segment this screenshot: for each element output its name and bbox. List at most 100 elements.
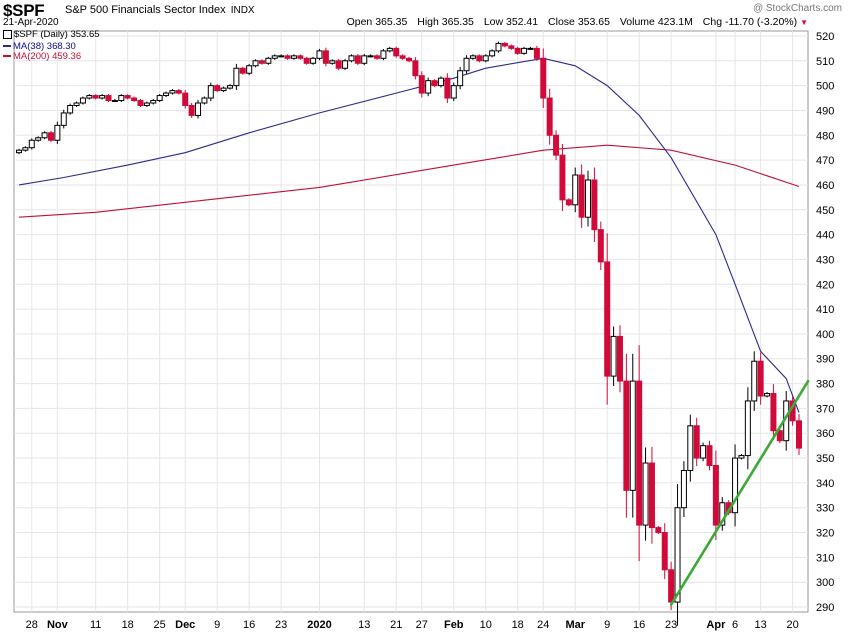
candle-body <box>406 57 412 62</box>
candle-body <box>233 67 240 87</box>
candle-body <box>482 55 489 62</box>
candle-body <box>687 425 694 471</box>
high-value: 365.35 <box>441 16 474 28</box>
candle-body <box>367 55 374 58</box>
candle-body <box>623 380 630 491</box>
candle-body <box>776 430 783 442</box>
candle-body <box>744 400 751 457</box>
candle-body <box>700 445 707 459</box>
candle-body <box>169 90 176 94</box>
x-tick-label: 28 <box>26 619 38 631</box>
x-tick-label: 13 <box>755 619 767 631</box>
candle-body <box>118 95 125 102</box>
y-tick-label: 320 <box>816 528 834 540</box>
y-tick-label: 360 <box>816 428 834 440</box>
candle-body <box>572 174 579 206</box>
candle-body <box>495 42 502 52</box>
legend-price-label: $SPF (Daily) 353.65 <box>14 29 100 40</box>
legend-ma200-swatch <box>3 55 11 58</box>
watermark: @ StockCharts.com <box>752 3 842 14</box>
candle-body <box>585 179 592 218</box>
y-tick-label: 470 <box>816 155 834 167</box>
candle-body <box>137 100 144 106</box>
ma200-path <box>18 144 800 218</box>
candle-body <box>214 85 221 92</box>
y-tick-label: 440 <box>816 230 834 242</box>
x-tick-label: 9 <box>214 619 220 631</box>
candle-body <box>150 100 157 104</box>
y-tick-label: 390 <box>816 354 834 366</box>
x-tick-label: 6 <box>732 619 738 631</box>
candle-body <box>591 179 598 231</box>
y-tick-label: 490 <box>816 105 834 117</box>
candle-body <box>444 77 451 99</box>
candle-body <box>73 102 80 106</box>
trendline-path <box>669 379 810 606</box>
candle-body <box>668 569 675 603</box>
candle-body <box>252 60 259 67</box>
x-tick-label: 13 <box>358 619 370 631</box>
candle-body <box>399 55 406 59</box>
legend-price: $SPF (Daily) 353.65 <box>3 29 100 40</box>
candle-body <box>540 57 547 99</box>
candle-body <box>629 380 636 491</box>
x-tick-label: 25 <box>154 619 166 631</box>
candle-body <box>67 104 74 114</box>
candle-body <box>661 532 668 571</box>
candle-body <box>412 60 419 77</box>
x-tick-label: Dec <box>175 619 195 631</box>
candle-body <box>297 55 304 59</box>
candle-body <box>597 229 604 263</box>
x-tick-label: 18 <box>512 619 524 631</box>
legend-ma38-label: MA(38) 368.30 <box>13 41 76 52</box>
close-label: Close <box>548 16 575 28</box>
candle-body <box>111 100 118 103</box>
candle-body <box>265 57 272 64</box>
candle-body <box>796 420 802 449</box>
y-tick-label: 430 <box>816 254 834 266</box>
x-tick-label: 27 <box>416 619 428 631</box>
legend-ma200: MA(200) 459.36 <box>3 51 81 62</box>
candle-body <box>226 85 233 89</box>
candle-body <box>105 95 112 102</box>
candle-body <box>680 469 687 509</box>
candle-body <box>195 102 202 116</box>
candle-body <box>258 60 265 64</box>
candle-body <box>501 42 508 47</box>
x-tick-label: Apr <box>706 619 726 631</box>
candle-body <box>239 67 246 74</box>
y-tick-label: 460 <box>816 180 834 192</box>
candle-body <box>476 55 483 62</box>
candle-body <box>175 90 182 94</box>
candle-body <box>246 65 253 74</box>
down-arrow-icon: ▼ <box>800 18 808 27</box>
candle-body <box>437 77 444 87</box>
candle-body <box>489 50 496 57</box>
legend-price-icon <box>3 29 12 39</box>
candles <box>16 41 802 626</box>
candle-body <box>578 174 585 218</box>
y-tick-label: 450 <box>816 205 834 217</box>
volume-value: 423.1M <box>657 16 693 28</box>
x-tick-label: Nov <box>47 619 69 631</box>
candle-body <box>156 95 163 102</box>
low-value: 352.41 <box>506 16 539 28</box>
candle-body <box>310 57 317 64</box>
y-tick-label: 290 <box>816 602 834 614</box>
candle-body <box>220 87 227 92</box>
y-tick-label: 480 <box>816 130 834 142</box>
candle-body <box>207 85 214 99</box>
candle-body <box>188 104 195 116</box>
candle-body <box>54 124 61 141</box>
candle-body <box>648 462 655 529</box>
x-tick-label: Mar <box>565 619 585 631</box>
candle-body <box>764 393 771 397</box>
candle-body <box>99 95 106 99</box>
plot-area <box>13 30 809 613</box>
volume-label: Volume <box>619 16 655 28</box>
x-tick-label: 9 <box>604 619 610 631</box>
open-value: 365.35 <box>375 16 408 28</box>
candle-body <box>418 75 425 94</box>
candle-body <box>469 55 476 59</box>
